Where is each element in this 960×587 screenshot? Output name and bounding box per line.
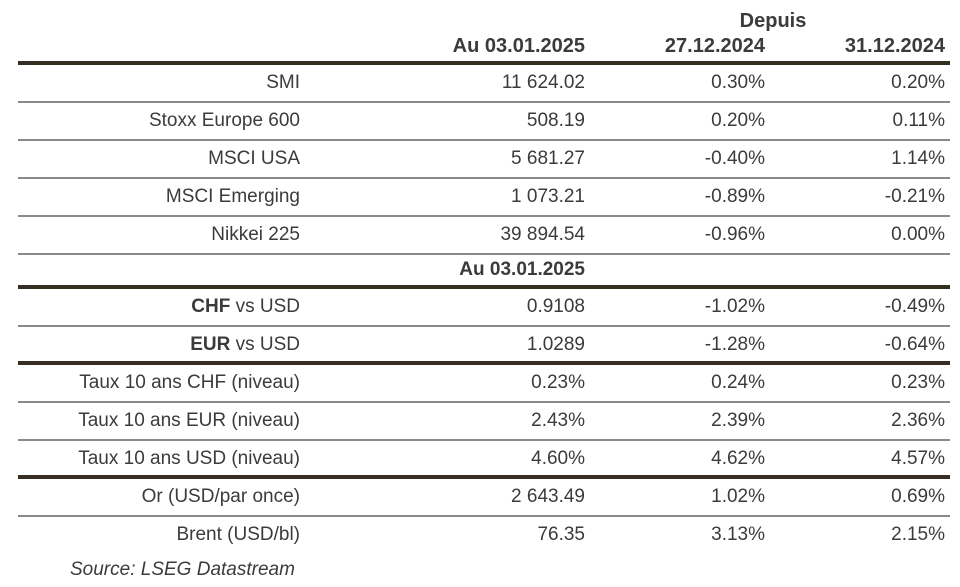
row-pct-since-31-12: 0.00% xyxy=(891,224,945,245)
row-pct-since-31-12: 0.69% xyxy=(891,486,945,507)
row-pct-since-31-12: 1.14% xyxy=(891,148,945,169)
row-label: Taux 10 ans EUR (niveau) xyxy=(18,403,300,439)
row-pct-since-27-12: -1.02% xyxy=(704,296,765,317)
row-value: 2.43% xyxy=(531,410,585,431)
row-label-text: Taux 10 ans CHF (niveau) xyxy=(79,372,300,393)
row-pct-since-31-12: 0.11% xyxy=(892,110,945,131)
row-label-text: Brent (USD/bl) xyxy=(176,524,300,545)
row-label-text: Taux 10 ans USD (niveau) xyxy=(78,448,300,469)
table-row: Taux 10 ans CHF (niveau) 0.23% 0.24% 0.23% xyxy=(18,365,950,403)
row-label: Brent (USD/bl) xyxy=(18,517,300,555)
column-header-since-27-12: 27.12.2024 xyxy=(664,35,765,57)
row-value: 11 624.02 xyxy=(501,72,585,93)
row-pct-since-31-12: -0.21% xyxy=(884,186,945,207)
row-value: 39 894.54 xyxy=(500,224,585,245)
row-label-bold: CHF xyxy=(191,296,231,317)
row-label-text: Taux 10 ans EUR (niveau) xyxy=(78,410,300,431)
row-pct-since-27-12: -0.96% xyxy=(704,224,765,245)
table-row: CHF vs USD 0.9108 -1.02% -0.49% xyxy=(18,289,950,327)
row-label: CHF vs USD xyxy=(18,289,300,325)
table-row: Taux 10 ans USD (niveau) 4.60% 4.62% 4.57% xyxy=(18,441,950,479)
spacer xyxy=(300,8,585,34)
row-value: 0.23% xyxy=(531,372,585,393)
row-value: 2 643.49 xyxy=(511,486,585,507)
row-label: Taux 10 ans USD (niveau) xyxy=(18,441,300,476)
row-label: Taux 10 ans CHF (niveau) xyxy=(18,365,300,401)
spacer xyxy=(765,255,950,285)
spacer xyxy=(18,255,300,285)
row-pct-since-27-12: -0.40% xyxy=(704,148,765,169)
depuis-label: Depuis xyxy=(739,10,807,32)
row-pct-since-27-12: 4.62% xyxy=(711,448,765,469)
row-label-text: vs USD xyxy=(230,296,300,317)
row-pct-since-31-12: 2.36% xyxy=(891,410,945,431)
row-pct-since-27-12: 0.30% xyxy=(711,72,765,93)
row-pct-since-31-12: 0.20% xyxy=(891,72,945,93)
table-row: MSCI USA 5 681.27 -0.40% 1.14% xyxy=(18,141,950,179)
row-pct-since-31-12: 4.57% xyxy=(891,448,945,469)
row-label: Nikkei 225 xyxy=(18,217,300,253)
row-value: 4.60% xyxy=(531,448,585,469)
source-note: Source: LSEG Datastream xyxy=(70,559,295,580)
row-value: 508.19 xyxy=(526,110,585,131)
row-pct-since-31-12: -0.49% xyxy=(884,296,945,317)
row-pct-since-27-12: 0.20% xyxy=(711,110,765,131)
table-row: MSCI Emerging 1 073.21 -0.89% -0.21% xyxy=(18,179,950,217)
row-label: MSCI USA xyxy=(18,141,300,177)
column-header-since-31-12: 31.12.2024 xyxy=(844,35,945,57)
row-pct-since-27-12: 1.02% xyxy=(711,486,765,507)
column-header-value-date: Au 03.01.2025 xyxy=(452,35,585,57)
row-value: 5 681.27 xyxy=(511,148,585,169)
row-pct-since-31-12: 0.23% xyxy=(891,372,945,393)
depuis-header-row: Depuis xyxy=(18,8,950,34)
spacer xyxy=(585,255,765,285)
row-pct-since-27-12: 0.24% xyxy=(711,372,765,393)
table-row: Or (USD/par once) 2 643.49 1.02% 0.69% xyxy=(18,479,950,517)
table-row: Taux 10 ans EUR (niveau) 2.43% 2.39% 2.36% xyxy=(18,403,950,441)
row-label: EUR vs USD xyxy=(18,327,300,362)
row-pct-since-31-12: 2.15% xyxy=(891,524,945,545)
row-label: SMI xyxy=(18,65,300,101)
table-row: EUR vs USD 1.0289 -1.28% -0.64% xyxy=(18,327,950,365)
row-label-text: Or (USD/par once) xyxy=(141,486,300,507)
table-row: Brent (USD/bl) 76.35 3.13% 2.15% xyxy=(18,517,950,555)
market-data-table: Depuis Au 03.01.2025 27.12.2024 31.12.20… xyxy=(18,8,950,582)
row-value: 76.35 xyxy=(537,524,585,545)
row-label: Or (USD/par once) xyxy=(18,479,300,515)
column-header-row: Au 03.01.2025 27.12.2024 31.12.2024 xyxy=(18,34,950,65)
row-pct-since-27-12: 3.13% xyxy=(711,524,765,545)
row-label: Stoxx Europe 600 xyxy=(18,103,300,139)
row-label-text: SMI xyxy=(266,72,300,93)
table-row: Nikkei 225 39 894.54 -0.96% 0.00% xyxy=(18,217,950,255)
row-pct-since-27-12: -1.28% xyxy=(704,334,765,355)
row-label-text: vs USD xyxy=(230,334,300,355)
row-pct-since-31-12: -0.64% xyxy=(884,334,945,355)
spacer xyxy=(18,8,300,34)
row-value: 1 073.21 xyxy=(511,186,585,207)
table-row: Stoxx Europe 600 508.19 0.20% 0.11% xyxy=(18,103,950,141)
row-label-text: MSCI USA xyxy=(208,148,300,169)
table-subheader-row: Au 03.01.2025 xyxy=(18,255,950,289)
row-pct-since-27-12: 2.39% xyxy=(711,410,765,431)
row-label-text: Nikkei 225 xyxy=(211,224,300,245)
row-value: 0.9108 xyxy=(526,296,585,317)
row-value: 1.0289 xyxy=(526,334,585,355)
subheader-date-label: Au 03.01.2025 xyxy=(459,259,585,280)
spacer xyxy=(18,34,300,61)
table-row: SMI 11 624.02 0.30% 0.20% xyxy=(18,65,950,103)
row-label: MSCI Emerging xyxy=(18,179,300,215)
table-body: SMI 11 624.02 0.30% 0.20% Stoxx Europe 600 50… xyxy=(18,65,950,555)
row-pct-since-27-12: -0.89% xyxy=(704,186,765,207)
row-label-text: Stoxx Europe 600 xyxy=(148,110,300,131)
row-label-bold: EUR xyxy=(190,334,231,355)
row-label-text: MSCI Emerging xyxy=(165,186,300,207)
